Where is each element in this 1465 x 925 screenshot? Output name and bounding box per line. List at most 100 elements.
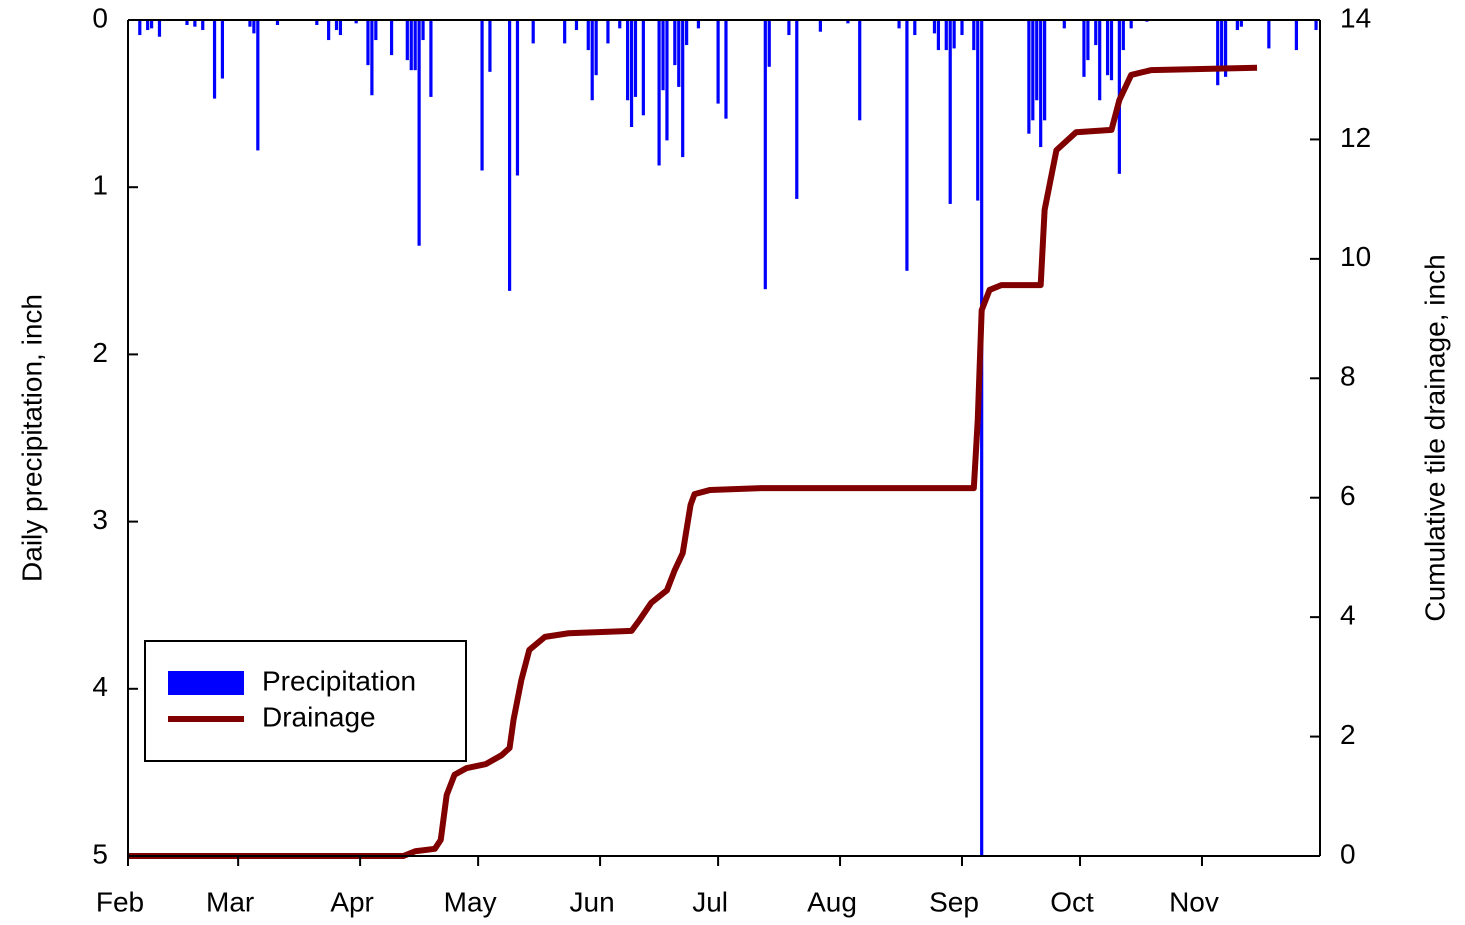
x-tick-label: Apr [330, 886, 374, 917]
y-tick-label: 1 [92, 170, 108, 201]
y2-tick-label: 6 [1340, 480, 1356, 511]
bar [936, 20, 941, 51]
bar [421, 20, 425, 41]
bar [1035, 20, 1039, 101]
y-tick-label: 5 [92, 838, 108, 869]
legend-swatch [168, 671, 244, 695]
y2-tick-label: 12 [1340, 122, 1371, 153]
x-tick-label: Sep [929, 886, 979, 917]
bar [1239, 20, 1243, 27]
bar [370, 20, 374, 96]
bar [150, 20, 154, 29]
bar [594, 20, 598, 76]
bar [897, 20, 901, 29]
bar [315, 20, 319, 26]
y2-tick-label: 10 [1340, 241, 1371, 272]
bar [220, 20, 225, 79]
bar [146, 20, 150, 31]
bar [1105, 20, 1110, 76]
legend-box [144, 640, 467, 762]
bar [716, 20, 720, 104]
bar [201, 20, 205, 31]
bar [661, 20, 665, 91]
bar [1267, 20, 1271, 49]
y-tick-label: 3 [92, 504, 108, 535]
bar [696, 20, 701, 29]
bar [1121, 20, 1125, 51]
y2-tick-label: 2 [1340, 719, 1356, 750]
bar [1082, 20, 1086, 77]
bar [787, 20, 791, 36]
y2-tick-label: 0 [1340, 838, 1356, 869]
y-tick-label: 4 [92, 671, 108, 702]
bar [818, 20, 822, 32]
bar [1220, 20, 1224, 71]
bar [327, 20, 331, 41]
bar [932, 20, 937, 34]
y2-tick-label: 14 [1340, 2, 1371, 33]
bar [574, 20, 579, 31]
bar [980, 20, 984, 856]
x-tick-label: Mar [206, 886, 254, 917]
x-tick-label: Nov [1169, 886, 1219, 917]
bar [563, 20, 567, 44]
bar [488, 20, 492, 72]
y-axis-label: Daily precipitation, inch [16, 294, 47, 582]
bar [657, 20, 661, 166]
bar [157, 20, 162, 37]
bar [677, 20, 681, 87]
bar [1062, 20, 1066, 29]
bar [641, 20, 645, 116]
bar [1294, 20, 1298, 51]
y2-tick-label: 8 [1340, 361, 1356, 392]
bar [629, 20, 634, 128]
bar [248, 20, 252, 27]
bar [1043, 20, 1047, 121]
bar [507, 20, 512, 291]
bar [1094, 20, 1098, 46]
bar [606, 20, 610, 44]
legend-label: Precipitation [262, 665, 416, 696]
bar [1129, 20, 1133, 29]
bar [389, 20, 394, 56]
bar [405, 20, 409, 61]
bar [1235, 20, 1239, 31]
x-tick-label: Aug [807, 886, 857, 917]
bar [795, 20, 799, 199]
bar [913, 20, 917, 36]
bar [193, 20, 197, 27]
bar [417, 20, 421, 246]
drainage-line [128, 64, 1258, 859]
x-tick-label: May [444, 886, 497, 917]
bar [846, 20, 850, 24]
bar [948, 20, 952, 204]
bar [972, 20, 976, 51]
bar [976, 20, 980, 201]
bar [1031, 20, 1035, 121]
bar [1216, 20, 1220, 86]
bar [590, 20, 594, 101]
y2-axis-label: Cumulative tile drainage, inch [1419, 254, 1450, 621]
bar [256, 20, 260, 151]
bar [354, 20, 358, 24]
bar [334, 20, 339, 31]
y-tick-label: 2 [92, 337, 108, 368]
bar [858, 20, 862, 121]
x-tick-label: Jun [570, 886, 615, 917]
y2-tick-label: 4 [1340, 600, 1356, 631]
bar [763, 20, 767, 290]
bar [905, 20, 909, 271]
bar [413, 20, 417, 71]
bar [480, 20, 484, 171]
bar [1098, 20, 1102, 101]
bar [366, 20, 370, 66]
y-tick-label: 0 [92, 2, 108, 33]
bar [681, 20, 685, 158]
bar [275, 20, 280, 26]
bar [665, 20, 669, 141]
legend-label: Drainage [262, 701, 376, 732]
bar [338, 20, 343, 36]
bar [138, 20, 142, 36]
bar [626, 20, 630, 101]
